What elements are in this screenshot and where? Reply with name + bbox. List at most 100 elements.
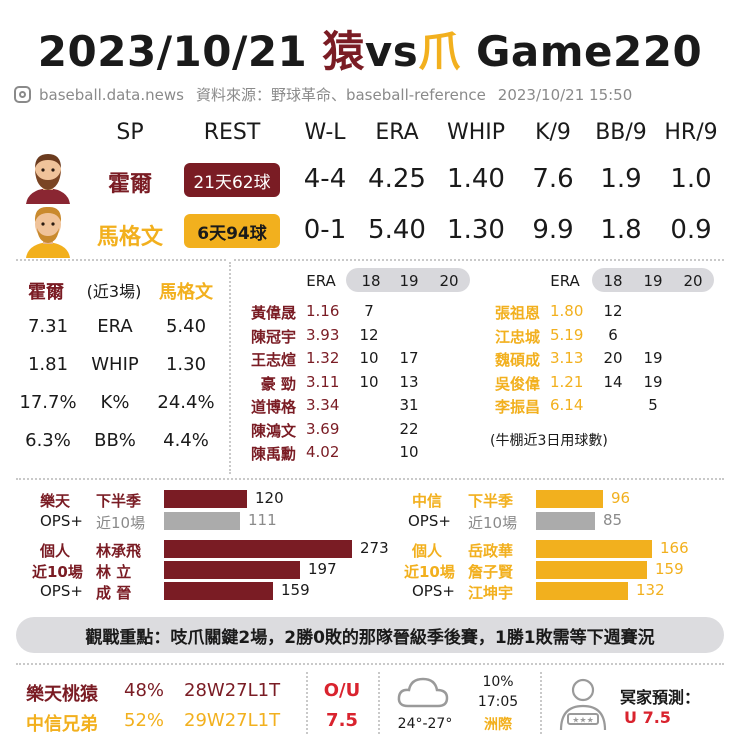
- bullpen-right-row-pitches: 12: [603, 302, 623, 320]
- sp-k9-2: 9.9: [532, 215, 574, 245]
- sp-k9-1: 7.6: [532, 164, 574, 194]
- bullpen-left-h-19: 19: [399, 272, 419, 290]
- bullpen-left-day-pill: [346, 268, 470, 292]
- handle: baseball.data.news: [39, 86, 184, 104]
- recent3-stat-k: K%: [100, 392, 130, 413]
- ops-right-player-3: 江坤宇: [468, 584, 514, 602]
- ops-left-ind-label-2: 近10場: [32, 563, 83, 581]
- bearded-man-avatar-icon: [26, 154, 70, 204]
- bullpen-right-row-pitches: 6: [608, 325, 618, 344]
- ops-left-bar: [164, 490, 247, 508]
- recent3-right-name: 馬格文: [159, 282, 213, 303]
- ops-left-bar: [164, 512, 240, 530]
- bullpen-left-row-name: 王志煊: [250, 351, 296, 369]
- recent3-left-whip: 1.81: [27, 354, 69, 375]
- bullpen-right-row-pitches: 19: [643, 349, 663, 367]
- prediction-value: U 7.5: [624, 708, 671, 727]
- venue: 洲際: [484, 717, 512, 733]
- bullpen-left-row-pitches: 10: [359, 372, 379, 391]
- title-team-b: 爪: [418, 27, 461, 76]
- recent3-stat-era: ERA: [97, 316, 133, 337]
- sp-whip-2: 1.30: [447, 215, 505, 245]
- ops-left-value: 197: [308, 560, 337, 578]
- bullpen-right-row-name: 魏碩成: [494, 351, 540, 369]
- bullpen-left-row-pitches: 31: [399, 396, 419, 414]
- separator: [16, 663, 724, 665]
- bullpen-right-row-name: 吳俊偉: [494, 374, 540, 393]
- ops-left-value: 120: [255, 489, 284, 507]
- bullpen-left-row-era: 3.11: [306, 372, 340, 391]
- separator: [16, 259, 226, 261]
- prediction-label: 冥家預測：: [620, 688, 701, 707]
- bullpen-right-row-name: 李振昌: [494, 398, 540, 416]
- svg-text:★★★: ★★★: [572, 716, 594, 725]
- bullpen-left-row-pitches: 10: [399, 443, 419, 461]
- ops-right-value: 96: [611, 489, 631, 507]
- title-game: Game220: [475, 27, 703, 76]
- separator: [234, 259, 724, 261]
- sp-era-2: 5.40: [368, 215, 426, 245]
- weather-temp: 24°-27°: [397, 716, 453, 732]
- bullpen-left-row-era: 3.93: [306, 325, 340, 344]
- ops-left-ind-label-3: OPS+: [40, 582, 83, 600]
- recent3-stat-bb: BB%: [94, 430, 136, 451]
- bullpen-left-row-pitches: 10: [359, 349, 379, 367]
- ops-left-team: 樂天: [40, 492, 71, 510]
- bullpen-left-row-name: 豪 勁: [260, 374, 296, 393]
- ops-right-player-2: 詹子賢: [468, 563, 514, 581]
- bullpen-right-row-name: 張祖恩: [494, 304, 540, 322]
- cloud-icon: [397, 677, 449, 708]
- bullpen-right-h-era: ERA: [550, 272, 580, 290]
- bullpen-right-h-18: 18: [603, 272, 623, 290]
- ou-value: 7.5: [326, 710, 358, 731]
- ops-right-bar: [536, 561, 647, 579]
- recent3-left-k: 17.7%: [19, 392, 77, 413]
- bullpen-left-row-era: 3.69: [306, 419, 340, 438]
- bullpen-right-row-pitches: 20: [603, 349, 623, 367]
- recent3-stat-whip: WHIP: [91, 354, 139, 375]
- bullpen-right-row-name: 江忠城: [494, 327, 540, 346]
- title-date: 2023/10/21: [37, 27, 308, 76]
- bullpen-right-day-pill: [592, 268, 714, 292]
- bullpen-right-h-19: 19: [643, 272, 663, 290]
- ops-left-value: 159: [281, 581, 310, 599]
- separator: [378, 672, 380, 734]
- bullpen-right-row-era: 1.80: [550, 302, 584, 320]
- bullpen-left-h-era: ERA: [306, 272, 336, 290]
- bullpen-right-h-20: 20: [683, 272, 703, 290]
- bullpen-note: (牛棚近3日用球數): [490, 433, 608, 449]
- bullpen-left-row-pitches: 17: [399, 349, 419, 367]
- sp-era-1: 4.25: [368, 164, 426, 194]
- separator: [229, 262, 231, 474]
- ops-left-player-1: 林承飛: [96, 542, 142, 560]
- ops-right-ind-label-2: 近10場: [404, 563, 455, 581]
- recent3-mid-label: (近3場): [86, 282, 142, 301]
- ops-left-bar: [164, 582, 273, 600]
- expert-avatar-icon: ★★★: [559, 678, 607, 731]
- ops-left-ind-label-1: 個人: [40, 542, 71, 560]
- ou-label: O/U: [323, 680, 361, 701]
- ops-left-player-2: 林 立: [96, 563, 132, 581]
- sp-hr9-1: 1.0: [670, 164, 712, 194]
- bullpen-right-row-era: 5.19: [550, 325, 584, 344]
- bullpen-right-row-era: 3.13: [550, 349, 584, 367]
- ops-right-l10-label: 近10場: [468, 514, 518, 532]
- ops-left-half-label: 下半季: [96, 492, 142, 510]
- recent3-right-whip: 1.30: [165, 354, 207, 375]
- separator: [16, 478, 724, 480]
- instagram-icon: [14, 86, 31, 103]
- ops-left-l10-label: 近10場: [96, 514, 146, 532]
- bullpen-left-row-pitches: 7: [364, 302, 374, 320]
- bullpen-left-row-name: 陳鴻文: [250, 421, 296, 440]
- ops-right-team: 中信: [412, 492, 443, 510]
- ops-right-ind-label-3: OPS+: [412, 582, 455, 600]
- bottom-team-1-name: 樂天桃猿: [26, 684, 98, 705]
- sp-header-hr9: HR/9: [664, 120, 718, 145]
- sp-header-wl: W-L: [304, 120, 346, 145]
- bullpen-left-row-pitches: 12: [359, 325, 379, 344]
- bullpen-left-row-era: 3.34: [306, 396, 340, 414]
- bullpen-left-row-name: 陳冠宇: [250, 327, 296, 346]
- source-line: baseball.data.news 資料來源：野球革命、baseball-ref…: [14, 84, 726, 104]
- sp-name-2: 馬格文: [96, 225, 163, 250]
- sp-header-rest: REST: [203, 120, 261, 145]
